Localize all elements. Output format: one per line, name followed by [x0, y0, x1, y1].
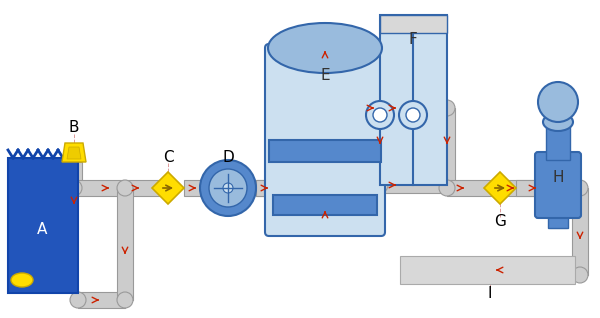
Text: I: I — [488, 287, 492, 301]
Bar — [78, 292, 125, 308]
Bar — [381, 100, 415, 116]
Circle shape — [317, 180, 333, 196]
Circle shape — [550, 180, 566, 196]
Bar — [273, 195, 377, 215]
Bar — [317, 26, 333, 108]
Bar — [256, 180, 285, 196]
Text: G: G — [494, 215, 506, 230]
FancyBboxPatch shape — [265, 44, 385, 236]
Bar — [8, 158, 78, 293]
Circle shape — [439, 100, 455, 116]
Text: H: H — [552, 170, 564, 185]
Circle shape — [373, 108, 387, 122]
Circle shape — [117, 180, 133, 196]
Circle shape — [70, 292, 86, 308]
Bar — [572, 188, 588, 275]
Circle shape — [399, 101, 427, 129]
Circle shape — [372, 100, 388, 116]
Circle shape — [117, 292, 133, 308]
Text: E: E — [320, 67, 330, 82]
Bar — [380, 100, 447, 116]
Bar — [380, 15, 447, 185]
Bar — [256, 180, 269, 196]
Polygon shape — [67, 147, 81, 159]
Circle shape — [366, 101, 394, 129]
Circle shape — [200, 160, 256, 216]
Circle shape — [538, 82, 578, 122]
Ellipse shape — [11, 273, 33, 287]
FancyBboxPatch shape — [535, 152, 581, 218]
Bar — [548, 210, 568, 228]
Text: F: F — [409, 32, 418, 47]
Text: C: C — [163, 150, 173, 165]
Bar — [372, 108, 388, 185]
Polygon shape — [62, 143, 86, 162]
Polygon shape — [484, 172, 516, 204]
Bar — [447, 180, 580, 196]
Bar — [317, 188, 333, 232]
Circle shape — [572, 267, 588, 283]
Bar — [400, 256, 575, 284]
Bar — [117, 188, 133, 300]
Bar — [380, 180, 381, 196]
Circle shape — [66, 180, 82, 196]
Ellipse shape — [268, 23, 382, 73]
Bar — [546, 122, 570, 160]
Bar — [439, 108, 455, 188]
Circle shape — [223, 183, 233, 193]
Text: D: D — [222, 150, 234, 165]
Bar — [269, 140, 381, 162]
Text: B: B — [69, 121, 79, 135]
Circle shape — [572, 180, 588, 196]
Bar — [184, 180, 210, 196]
Circle shape — [209, 169, 247, 207]
Polygon shape — [152, 172, 184, 204]
Circle shape — [439, 180, 455, 196]
Ellipse shape — [543, 113, 573, 131]
Circle shape — [317, 100, 333, 116]
Bar — [74, 180, 165, 196]
Bar — [380, 177, 447, 193]
Bar — [380, 15, 447, 33]
Bar — [550, 188, 566, 228]
Circle shape — [406, 108, 420, 122]
Text: A: A — [37, 223, 47, 238]
Bar — [516, 180, 548, 196]
Circle shape — [372, 177, 388, 193]
Bar — [66, 162, 82, 188]
